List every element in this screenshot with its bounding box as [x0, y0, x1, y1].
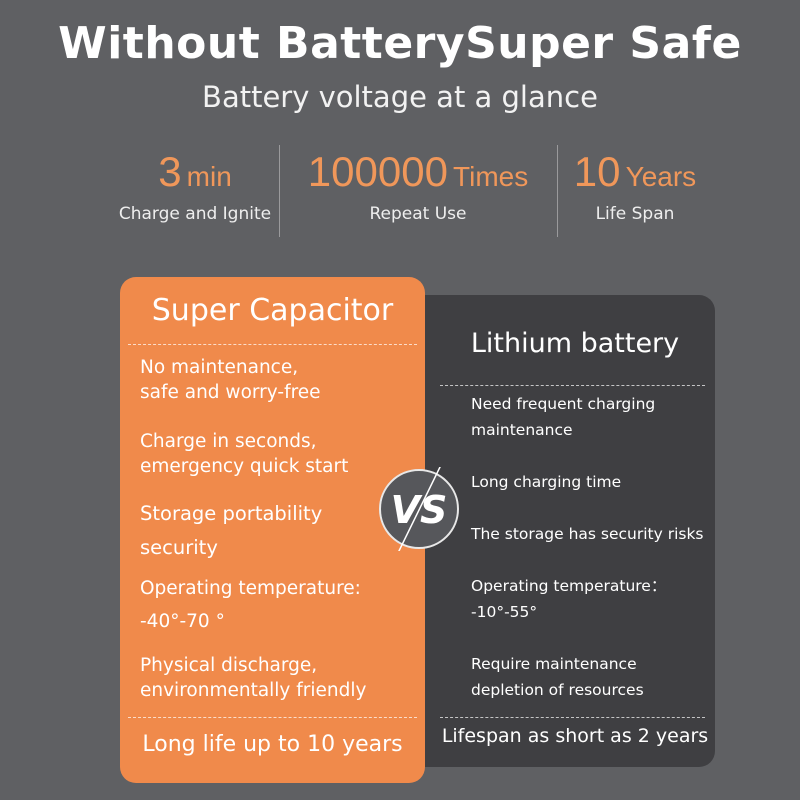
- list-item: Long charging time: [471, 473, 622, 491]
- stat-label: Charge and Ignite: [118, 204, 272, 224]
- list-item: Require maintenance depletion of resourc…: [471, 655, 644, 699]
- list-item: No maintenance, safe and worry-free: [140, 357, 321, 403]
- list-item: Need frequent charging maintenance: [471, 395, 656, 439]
- card-footer: Long life up to 10 years: [142, 732, 403, 757]
- stat-life: 10 Years Life Span: [560, 148, 710, 224]
- stat-unit: Times: [453, 161, 529, 192]
- stat-charge: 3 min Charge and Ignite: [115, 148, 275, 224]
- card-footer: Lifespan as short as 2 years: [441, 725, 709, 747]
- page-subtitle: Battery voltage at a glance: [202, 80, 598, 114]
- list-item: Charge in seconds, emergency quick start: [140, 431, 349, 477]
- stat-value: 3: [158, 148, 182, 195]
- list-item: Physical discharge, environmentally frie…: [140, 655, 367, 701]
- divider: [440, 717, 705, 718]
- list-item: Operating temperature： -10°-55°: [471, 577, 667, 621]
- stat-unit: Years: [625, 161, 697, 192]
- stat-value: 100000: [307, 148, 448, 195]
- list-item: Operating temperature: -40°-70 °: [140, 578, 361, 632]
- super-capacitor-card: Super Capacitor No maintenance, safe and…: [120, 277, 425, 783]
- stat-unit: min: [186, 161, 232, 192]
- divider: [279, 145, 280, 237]
- list-item: Storage portability security: [140, 502, 323, 559]
- vs-text: VS: [391, 488, 448, 532]
- lithium-battery-card: Lithium battery Need frequent charging m…: [405, 295, 715, 767]
- page-title: Without BatterySuper Safe: [58, 18, 742, 69]
- stat-label: Repeat Use: [369, 204, 467, 224]
- stat-value: 10: [573, 148, 621, 195]
- stat-repeat: 100000 Times Repeat Use: [282, 148, 554, 224]
- stat-label: Life Span: [595, 204, 675, 224]
- card-title: Super Capacitor: [151, 293, 394, 328]
- divider: [128, 344, 417, 345]
- list-item: The storage has security risks: [471, 525, 704, 543]
- divider: [440, 385, 705, 386]
- vs-badge-icon: VS: [379, 467, 459, 551]
- divider: [557, 145, 558, 237]
- card-title: Lithium battery: [470, 328, 680, 359]
- divider: [128, 717, 417, 718]
